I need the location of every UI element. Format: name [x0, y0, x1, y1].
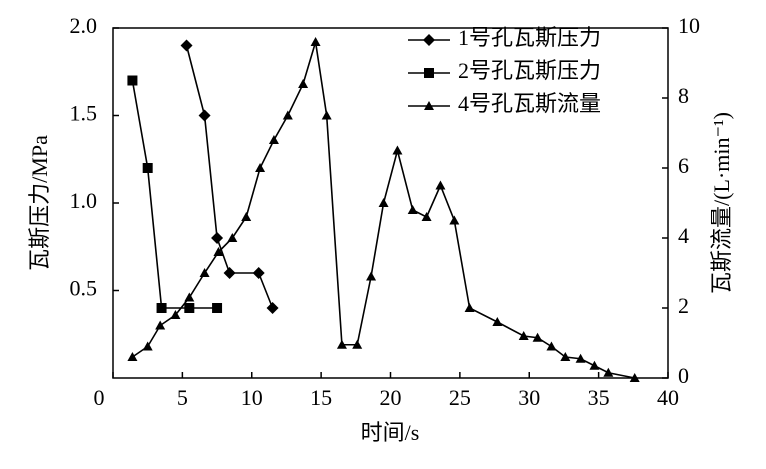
- marker: [378, 198, 389, 207]
- y-tick-label: 2.0: [70, 13, 98, 38]
- marker: [213, 247, 224, 256]
- y2-tick-label: 2: [678, 293, 689, 318]
- marker: [589, 360, 600, 370]
- marker: [227, 233, 238, 242]
- marker: [560, 352, 571, 361]
- y-tick-label: 1.0: [70, 188, 98, 213]
- legend-marker: [424, 68, 434, 78]
- marker: [268, 135, 279, 144]
- marker: [199, 268, 210, 277]
- marker: [603, 367, 614, 377]
- marker: [310, 37, 321, 46]
- marker: [366, 271, 377, 281]
- marker: [546, 341, 557, 351]
- y2-tick-label: 8: [678, 83, 689, 108]
- x-tick-label: 15: [310, 385, 332, 410]
- marker: [464, 303, 475, 312]
- x-tick-label: 25: [449, 385, 471, 410]
- y2-tick-label: 0: [678, 363, 689, 388]
- marker: [492, 317, 503, 326]
- x-tick-label: 0: [94, 385, 105, 410]
- x-tick-label: 35: [588, 385, 610, 410]
- legend-marker: [423, 34, 435, 46]
- y2-tick-label: 10: [678, 13, 700, 38]
- marker: [155, 320, 166, 330]
- marker: [198, 109, 211, 122]
- marker: [212, 303, 223, 313]
- marker: [532, 332, 543, 342]
- marker: [180, 39, 193, 52]
- legend-marker: [424, 101, 434, 110]
- y2-axis-label: 瓦斯流量/(L·min⁻¹): [709, 112, 734, 294]
- marker: [575, 353, 586, 363]
- marker: [282, 110, 293, 120]
- legend-label: 4号孔瓦斯流量: [458, 91, 601, 116]
- marker: [518, 331, 529, 340]
- marker: [223, 267, 236, 279]
- series-line: [185, 45, 274, 309]
- x-tick-label: 40: [657, 385, 679, 410]
- marker: [252, 267, 265, 279]
- marker: [321, 110, 332, 120]
- marker: [184, 303, 195, 313]
- y2-tick-label: 6: [678, 153, 689, 178]
- marker: [421, 212, 432, 221]
- marker: [127, 75, 138, 86]
- y-axis-label: 瓦斯压力/MPa: [27, 135, 52, 271]
- marker: [156, 303, 167, 313]
- x-tick-label: 30: [518, 385, 540, 410]
- marker: [241, 212, 252, 221]
- x-tick-label: 20: [380, 385, 402, 410]
- marker: [629, 373, 640, 382]
- marker: [142, 163, 153, 173]
- marker: [211, 232, 224, 244]
- marker: [435, 180, 446, 190]
- marker: [266, 302, 279, 314]
- marker: [298, 79, 309, 88]
- marker: [336, 339, 347, 349]
- series-line: [131, 41, 635, 379]
- marker: [352, 339, 363, 349]
- marker: [184, 292, 195, 302]
- marker: [449, 215, 460, 225]
- marker: [142, 341, 153, 351]
- marker: [255, 163, 266, 172]
- x-tick-label: 5: [177, 385, 188, 410]
- legend-label: 2号孔瓦斯压力: [458, 58, 601, 83]
- marker: [127, 352, 138, 361]
- x-axis-label: 时间/s: [361, 420, 420, 445]
- marker: [392, 145, 403, 155]
- y2-tick-label: 4: [678, 223, 689, 248]
- x-tick-label: 10: [241, 385, 263, 410]
- legend-label: 1号孔瓦斯压力: [458, 25, 601, 50]
- marker: [407, 205, 418, 214]
- y-tick-label: 1.5: [70, 101, 98, 126]
- marker: [170, 310, 181, 319]
- y-tick-label: 0.5: [70, 276, 98, 301]
